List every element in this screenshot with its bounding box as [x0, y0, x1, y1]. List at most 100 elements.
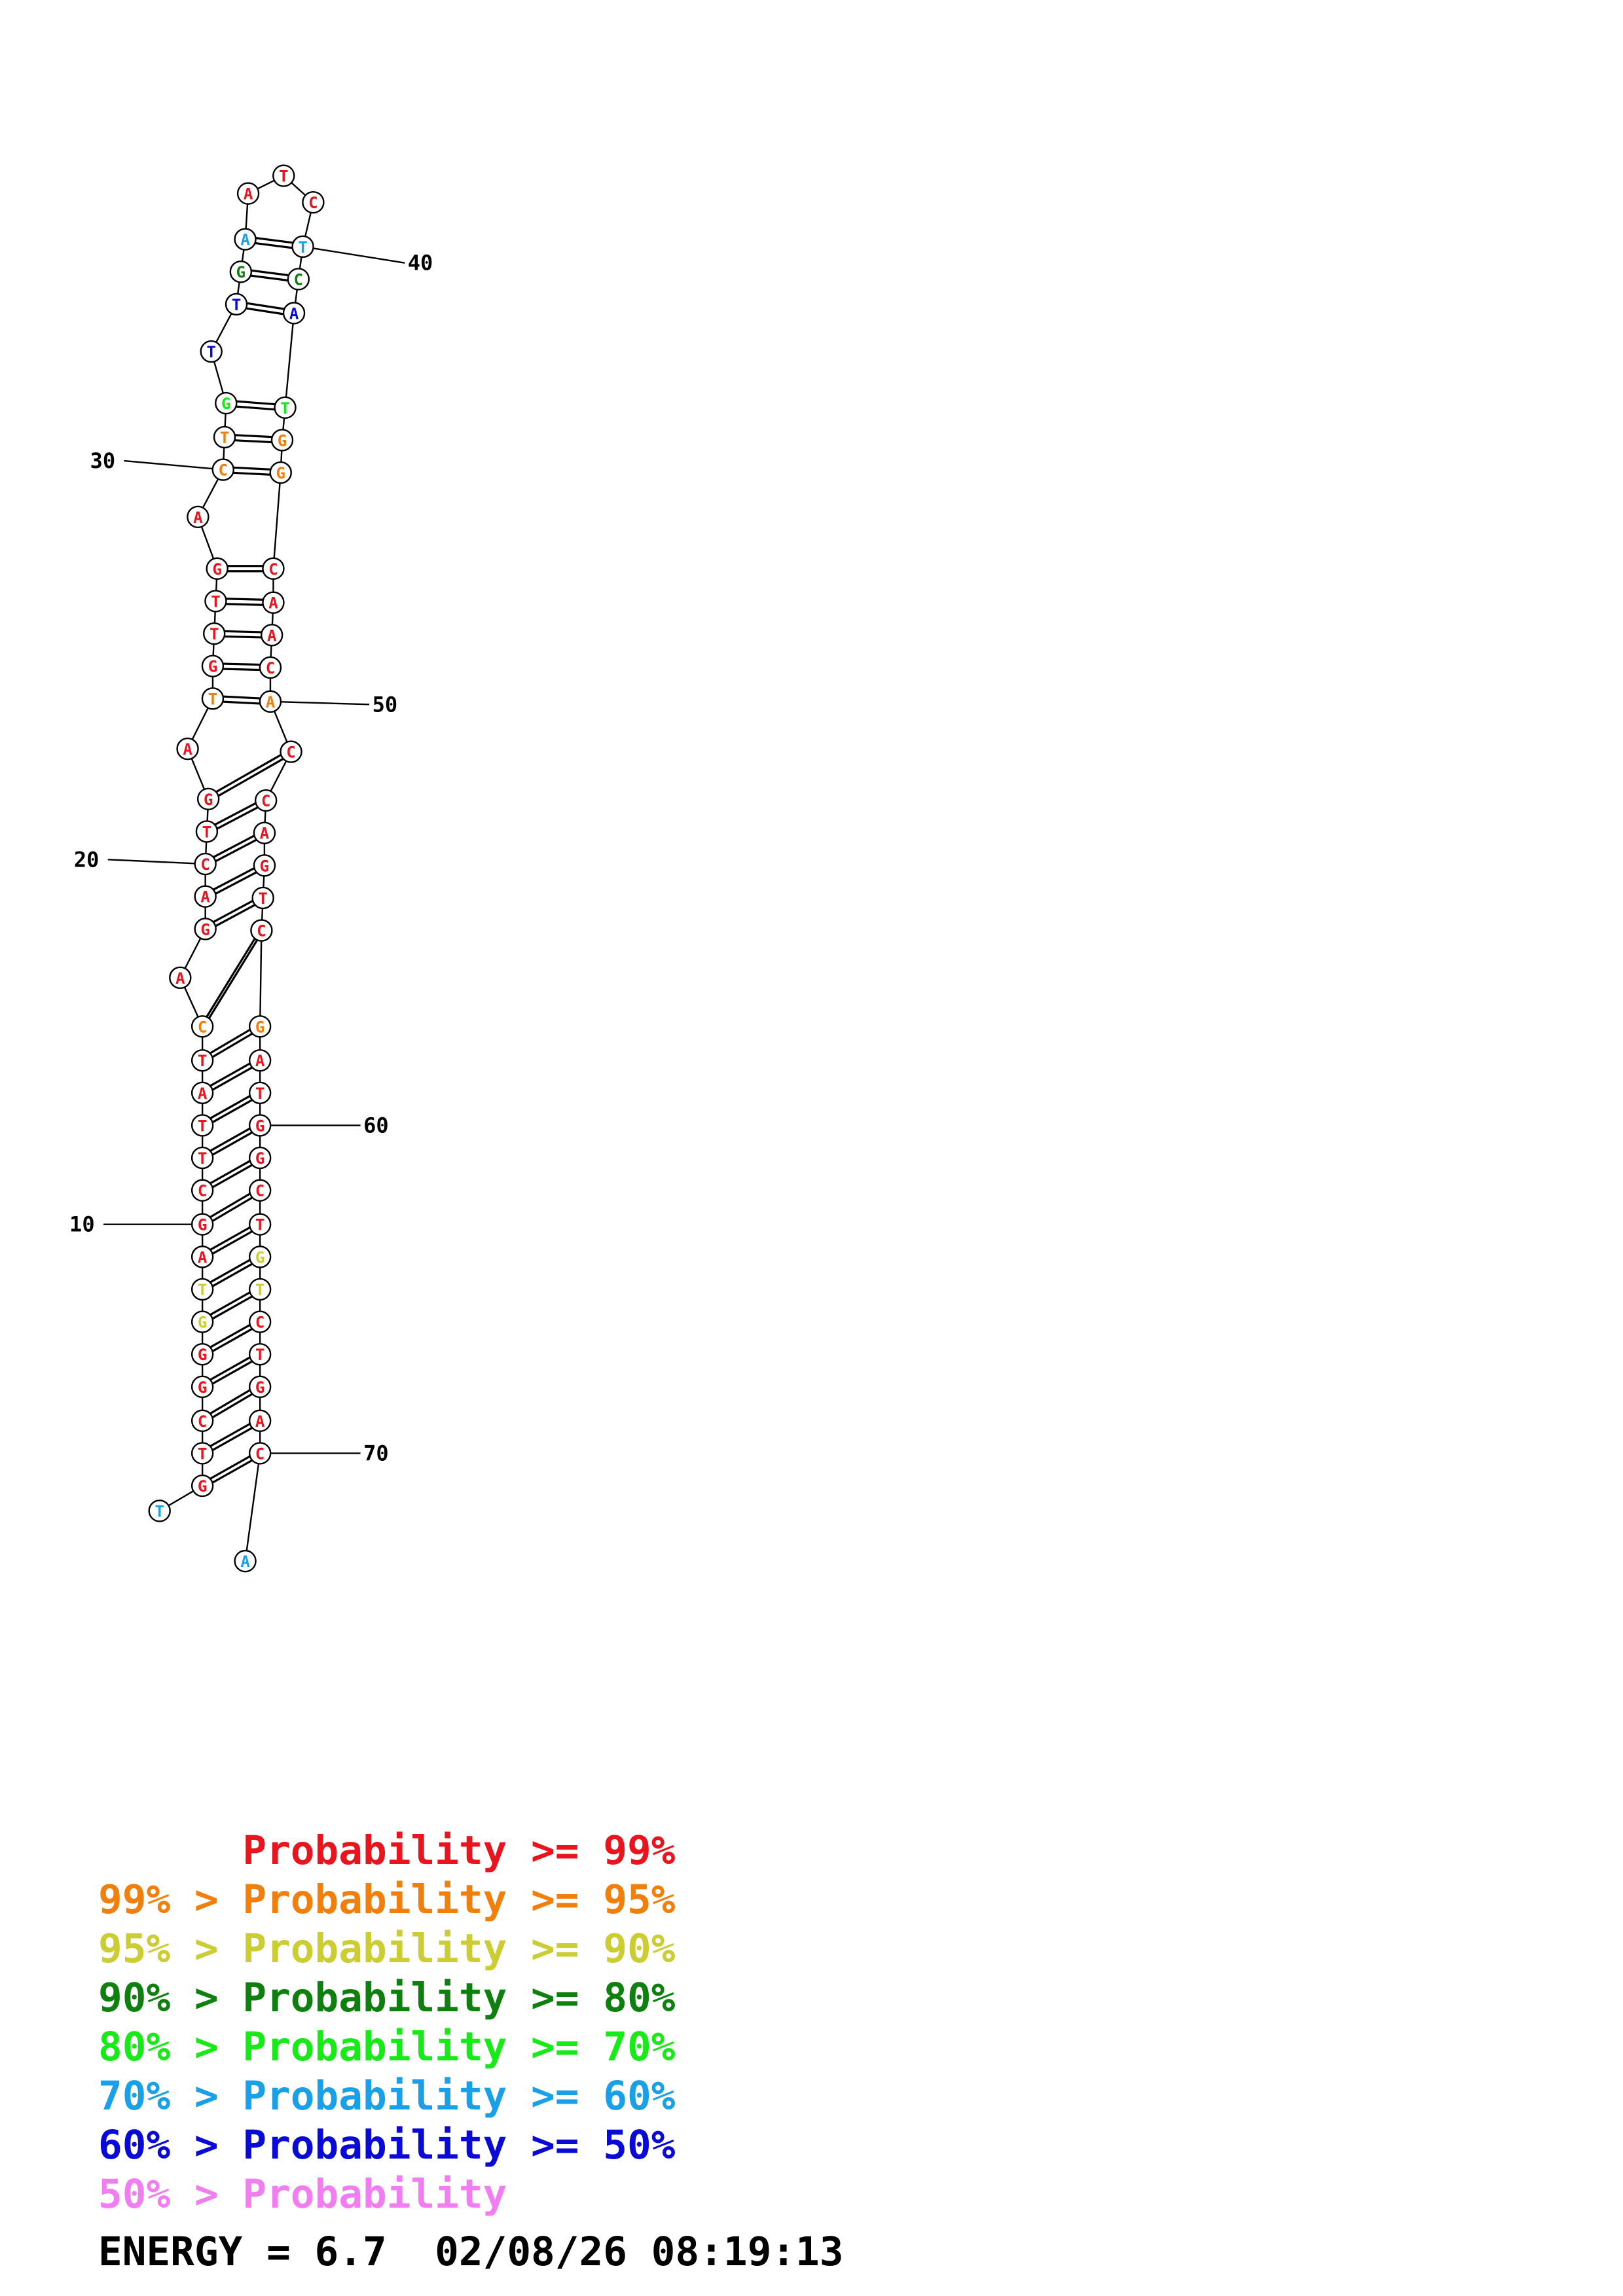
nucleotide-letter: C: [198, 1182, 207, 1200]
nucleotide-circle: [213, 425, 236, 449]
nucleotide-letter: C: [219, 461, 228, 480]
nucleotide-letter: T: [280, 399, 289, 418]
nucleotide: A: [234, 228, 257, 251]
legend-text: Probability: [242, 2171, 507, 2217]
nucleotide-letter: G: [255, 1149, 264, 1168]
nucleotide-circle: [229, 260, 253, 283]
nucleotide: G: [248, 1246, 272, 1268]
backbone-segment: [244, 1453, 261, 1562]
nucleotide-letter: G: [255, 1018, 264, 1036]
nucleotide-letter: A: [183, 740, 192, 759]
nucleotide: G: [191, 1343, 214, 1366]
nucleotide: A: [262, 591, 285, 614]
legend-row: 70% > Probability >= 60%: [98, 2072, 675, 2121]
nucleotide: T: [213, 425, 236, 449]
nucleotide-circle: [200, 340, 223, 363]
nucleotide: C: [211, 458, 234, 481]
nucleotide: C: [248, 1310, 272, 1333]
nucleotide-circle: [248, 1310, 272, 1333]
nucleotide-circle: [191, 1310, 214, 1333]
nucleotide-circle: [191, 1114, 214, 1137]
nucleotide-letter: A: [240, 231, 250, 249]
nucleotide: T: [200, 340, 223, 363]
nucleotide-letter: C: [255, 1314, 264, 1332]
position-tick: [270, 700, 370, 706]
nucleotide-letter: T: [255, 1281, 264, 1299]
nucleotide-letter: T: [198, 1052, 207, 1070]
nucleotide-letter: G: [236, 263, 246, 281]
nucleotide-letter: C: [308, 194, 318, 212]
nucleotide: T: [191, 1049, 214, 1072]
nucleotide-circle: [248, 1081, 272, 1105]
nucleotide-letter: G: [198, 1378, 207, 1397]
nucleotide: A: [259, 690, 282, 713]
nucleotide-letter: G: [198, 1314, 207, 1332]
nucleotide-letter: G: [200, 920, 210, 939]
nucleotide-letter: G: [208, 658, 217, 676]
nucleotide-circle: [211, 458, 234, 481]
backbone-segment: [259, 930, 263, 1027]
nucleotide: C: [287, 268, 310, 291]
nucleotide: A: [248, 1409, 272, 1432]
nucleotide: G: [248, 1375, 272, 1399]
nucleotide-letter: G: [260, 857, 269, 875]
nucleotide: T: [201, 687, 225, 710]
nucleotide: T: [248, 1081, 272, 1105]
nucleotide-circle: [248, 1213, 272, 1236]
legend-text: Probability >= 90%: [242, 1926, 676, 1972]
nucleotide-circle: [191, 1179, 214, 1202]
nucleotide: C: [280, 740, 302, 763]
nucleotide-circle: [259, 656, 282, 679]
nucleotide-letter: A: [240, 1552, 250, 1571]
legend-prefix: 90% >: [98, 1975, 243, 2021]
nucleotide-circle: [254, 789, 278, 812]
nucleotide: T: [195, 820, 219, 843]
base-pair: [208, 748, 292, 803]
nucleotide-letter: C: [268, 560, 278, 579]
nucleotide: A: [191, 1246, 214, 1268]
nucleotide-letter: T: [298, 238, 307, 257]
nucleotide-letter: C: [255, 1182, 264, 1200]
nucleotide-letter: G: [212, 560, 221, 579]
nucleotide-letter: G: [221, 395, 230, 413]
nucleotide-letter: T: [198, 1117, 207, 1135]
position-label: 60: [363, 1113, 389, 1138]
nucleotide: T: [204, 590, 227, 613]
nucleotide-circle: [194, 852, 217, 876]
nucleotide-circle: [248, 1146, 272, 1170]
nucleotide: G: [191, 1213, 214, 1236]
nucleotide-circle: [291, 235, 314, 259]
nucleotide-circle: [248, 1409, 272, 1432]
energy-timestamp: ENERGY = 6.7 02/08/26 08:19:13: [98, 2229, 844, 2275]
nucleotide-circle: [248, 1179, 272, 1202]
legend-row: 50% > Probability: [98, 2170, 675, 2219]
nucleotide: G: [253, 854, 276, 877]
nucleotide-letter: A: [255, 1412, 265, 1431]
nucleotide-circle: [194, 885, 217, 908]
nucleotide-letter: G: [278, 431, 287, 450]
nucleotide: C: [248, 1179, 272, 1202]
nucleotide-letter: G: [255, 1378, 264, 1397]
nucleotide-circle: [201, 655, 225, 677]
nucleotide-letter: T: [208, 690, 217, 708]
nucleotide-letter: T: [258, 889, 267, 908]
position-tick: [124, 459, 223, 471]
nucleotide-letter: T: [198, 1444, 207, 1463]
legend-row: Probability >= 99%: [98, 1826, 675, 1875]
nucleotide-circle: [253, 821, 276, 844]
nucleotide: G: [201, 655, 225, 677]
legend-row: 90% > Probability >= 80%: [98, 1973, 675, 2022]
nucleotide-letter: A: [268, 594, 278, 613]
nucleotide: A: [194, 885, 217, 908]
nucleotide-letter: T: [220, 429, 229, 447]
backbone-segment: [284, 313, 295, 408]
nucleotide: A: [187, 505, 210, 528]
position-label: 30: [90, 448, 116, 473]
nucleotide-letter: T: [255, 1216, 264, 1234]
nucleotide: T: [248, 1213, 272, 1236]
nucleotide: A: [191, 1081, 214, 1105]
nucleotide-circle: [225, 293, 248, 316]
nucleotide-circle: [248, 1442, 272, 1465]
nucleotide-circle: [248, 1049, 272, 1072]
